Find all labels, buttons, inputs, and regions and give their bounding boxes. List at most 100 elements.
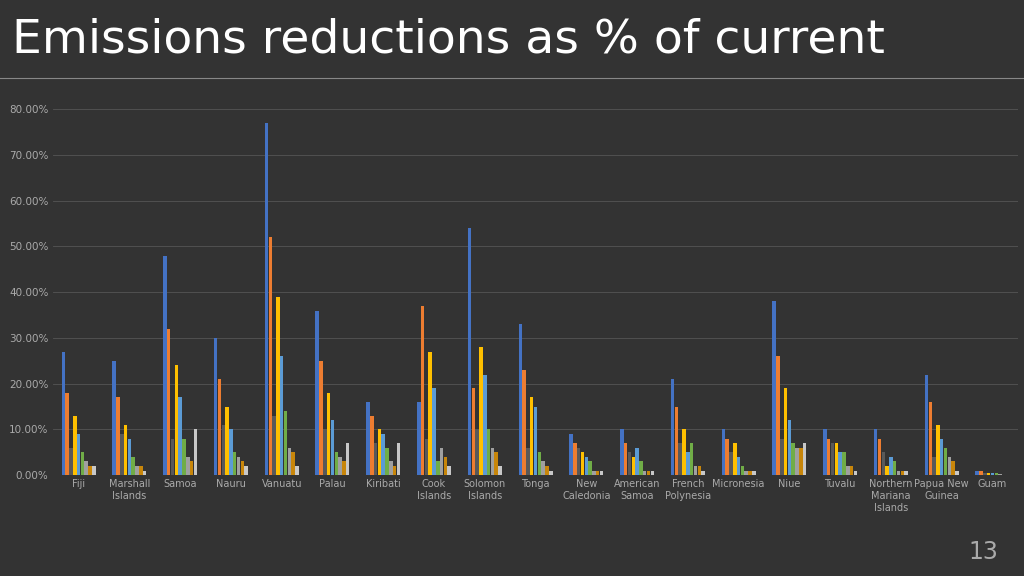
- Bar: [752, 471, 756, 475]
- Bar: [447, 466, 451, 475]
- Bar: [88, 466, 92, 475]
- Bar: [830, 443, 835, 475]
- Bar: [803, 443, 806, 475]
- Bar: [425, 438, 428, 475]
- Bar: [265, 123, 268, 475]
- Bar: [70, 448, 73, 475]
- Bar: [592, 471, 596, 475]
- Bar: [530, 397, 534, 475]
- Bar: [292, 452, 295, 475]
- Bar: [733, 443, 736, 475]
- Bar: [827, 438, 830, 475]
- Bar: [679, 443, 682, 475]
- Bar: [697, 466, 701, 475]
- Bar: [900, 471, 904, 475]
- Bar: [385, 448, 389, 475]
- Bar: [686, 452, 689, 475]
- Bar: [396, 443, 400, 475]
- Bar: [378, 430, 381, 475]
- Bar: [61, 352, 66, 475]
- Bar: [929, 402, 932, 475]
- Bar: [951, 461, 954, 475]
- Bar: [186, 457, 189, 475]
- Bar: [324, 430, 327, 475]
- Bar: [621, 430, 624, 475]
- Bar: [526, 448, 529, 475]
- Bar: [690, 443, 693, 475]
- Bar: [475, 430, 479, 475]
- Bar: [600, 471, 603, 475]
- Bar: [835, 443, 838, 475]
- Bar: [194, 430, 198, 475]
- Bar: [955, 471, 958, 475]
- Bar: [338, 457, 342, 475]
- Bar: [936, 425, 940, 475]
- Bar: [218, 379, 221, 475]
- Bar: [189, 461, 194, 475]
- Bar: [331, 420, 334, 475]
- Bar: [81, 452, 84, 475]
- Bar: [135, 466, 139, 475]
- Bar: [650, 471, 654, 475]
- Bar: [889, 457, 893, 475]
- Bar: [178, 397, 182, 475]
- Bar: [932, 457, 936, 475]
- Bar: [335, 452, 338, 475]
- Bar: [549, 471, 553, 475]
- Bar: [229, 430, 232, 475]
- Bar: [643, 471, 646, 475]
- Bar: [577, 448, 581, 475]
- Bar: [370, 416, 374, 475]
- Bar: [495, 452, 498, 475]
- Bar: [589, 461, 592, 475]
- Bar: [472, 388, 475, 475]
- Bar: [319, 361, 323, 475]
- Bar: [284, 411, 288, 475]
- Bar: [545, 466, 549, 475]
- Bar: [221, 425, 225, 475]
- Bar: [483, 374, 486, 475]
- Bar: [780, 438, 783, 475]
- Bar: [421, 306, 424, 475]
- Bar: [873, 430, 878, 475]
- Bar: [744, 471, 748, 475]
- Bar: [120, 434, 124, 475]
- Bar: [225, 407, 229, 475]
- Bar: [792, 443, 795, 475]
- Bar: [722, 430, 725, 475]
- Bar: [839, 452, 842, 475]
- Bar: [846, 466, 850, 475]
- Bar: [428, 352, 432, 475]
- Bar: [171, 438, 174, 475]
- Bar: [518, 324, 522, 475]
- Bar: [443, 457, 447, 475]
- Bar: [499, 466, 502, 475]
- Bar: [998, 474, 1001, 475]
- Bar: [682, 430, 686, 475]
- Bar: [315, 310, 319, 475]
- Bar: [925, 374, 928, 475]
- Bar: [569, 434, 572, 475]
- Bar: [163, 256, 167, 475]
- Bar: [693, 466, 697, 475]
- Bar: [647, 471, 650, 475]
- Bar: [124, 425, 127, 475]
- Bar: [737, 457, 740, 475]
- Bar: [725, 438, 729, 475]
- Bar: [675, 407, 678, 475]
- Bar: [131, 457, 135, 475]
- Bar: [585, 457, 588, 475]
- Bar: [994, 473, 998, 475]
- Bar: [367, 402, 370, 475]
- Bar: [796, 448, 799, 475]
- Bar: [117, 397, 120, 475]
- Bar: [276, 297, 280, 475]
- Bar: [639, 461, 643, 475]
- Bar: [77, 434, 80, 475]
- Text: 13: 13: [969, 540, 998, 564]
- Bar: [272, 416, 275, 475]
- Bar: [878, 438, 882, 475]
- Bar: [175, 365, 178, 475]
- Bar: [772, 301, 776, 475]
- Bar: [167, 329, 171, 475]
